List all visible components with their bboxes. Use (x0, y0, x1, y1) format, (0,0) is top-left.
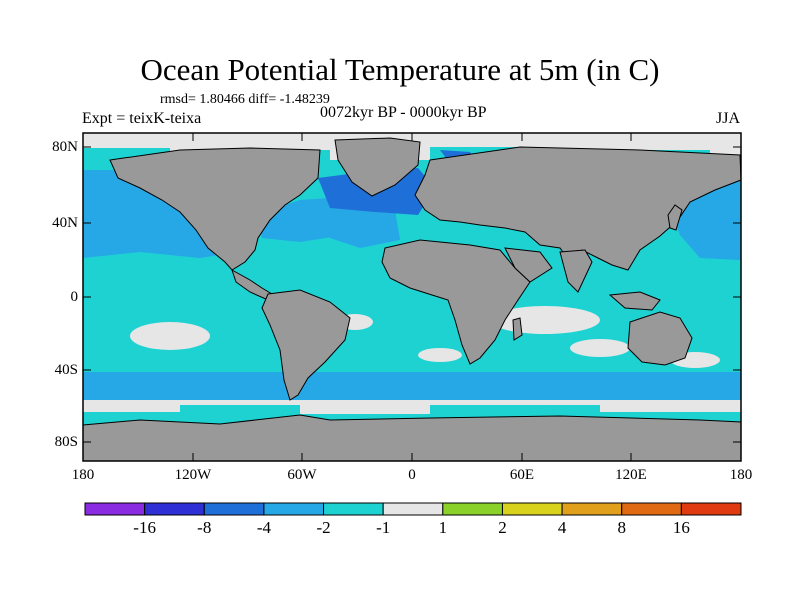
map-title: Ocean Potential Temperature at 5m (in C) (140, 52, 660, 87)
colorbar-swatch (203, 502, 265, 516)
colorbar-label: -2 (316, 518, 331, 537)
africa (381, 239, 531, 365)
colorbar-swatch (263, 502, 325, 516)
south-indian-patch (570, 339, 630, 357)
colorbar-swatch (442, 502, 503, 516)
colorbar-swatch (621, 502, 682, 516)
eurasia (414, 146, 742, 271)
lat-tick-80n: 80N (52, 139, 78, 155)
colorbar-label: -4 (256, 518, 271, 537)
lon-tick-0: 0 (408, 467, 416, 483)
colorbar-label: 16 (672, 518, 690, 537)
colorbar-label: -8 (197, 518, 212, 537)
india (559, 249, 593, 293)
colorbar-label: 2 (498, 518, 507, 537)
south-pacific-patch (130, 322, 210, 350)
lon-tick-120w: 120W (174, 467, 212, 483)
colorbar-swatch (144, 502, 205, 516)
season-label: JJA (715, 110, 740, 127)
southern-ocean-cool (83, 372, 741, 400)
north-america (109, 147, 321, 271)
stats-text: rmsd= 1.80466 diff= -1.48239 (160, 92, 330, 107)
axis-ticks (82, 133, 742, 461)
madagascar (512, 317, 523, 341)
experiment-label: Expt = teixK-teixa (82, 110, 202, 127)
lon-tick-180e: 180 (729, 467, 753, 483)
antarctic-ice (83, 400, 741, 414)
lon-tick-60w: 60W (287, 467, 317, 483)
lat-tick-0: 0 (70, 289, 79, 305)
southeast-asia-islands (608, 291, 661, 311)
australia (627, 311, 693, 366)
colorbar-label: 1 (438, 518, 448, 537)
lat-tick-80s: 80S (54, 434, 78, 450)
land-masses (82, 137, 742, 462)
colorbar-swatch (680, 502, 742, 516)
lat-tick-40n: 40N (52, 215, 78, 231)
subtropical-atlantic-cool (330, 205, 400, 248)
colorbar-swatch (323, 502, 384, 516)
colorbar-swatch (561, 502, 623, 516)
colorbar-label: 8 (617, 518, 626, 537)
lon-tick-180w: 180 (71, 467, 95, 483)
colorbar (84, 502, 742, 516)
colorbar-swatch (84, 502, 146, 516)
colorbar-swatch (382, 502, 444, 516)
lon-tick-120e: 120E (615, 467, 647, 483)
lat-tick-40s: 40S (54, 362, 78, 378)
south-america (261, 289, 351, 401)
greenland (334, 137, 421, 197)
colorbar-swatch (501, 502, 563, 516)
period-label: 0072kyr BP - 0000kyr BP (320, 104, 487, 121)
colorbar-label: -16 (133, 518, 156, 537)
lon-tick-60e: 60E (509, 467, 535, 483)
japan (667, 204, 683, 231)
colorbar-label: 4 (557, 518, 567, 537)
south-atlantic-patch-2 (418, 348, 462, 362)
arabia (504, 247, 553, 283)
colorbar-label: -1 (376, 518, 391, 537)
